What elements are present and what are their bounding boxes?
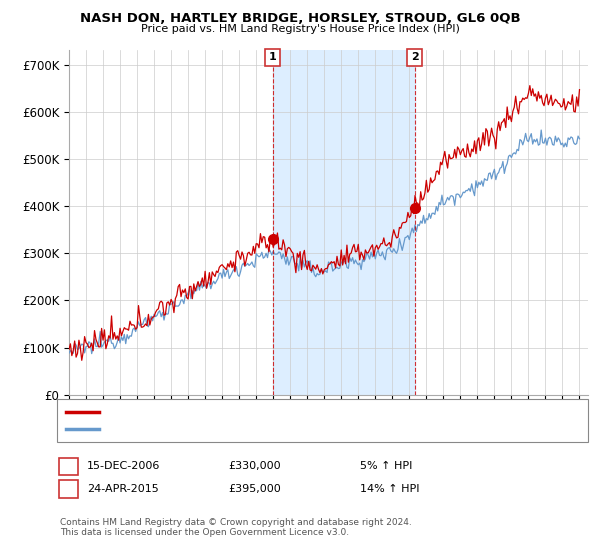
Text: 24-APR-2015: 24-APR-2015: [87, 484, 159, 494]
Text: NASH DON, HARTLEY BRIDGE, HORSLEY, STROUD, GL6 0QB: NASH DON, HARTLEY BRIDGE, HORSLEY, STROU…: [80, 12, 520, 25]
Text: 14% ↑ HPI: 14% ↑ HPI: [360, 484, 419, 494]
Text: 15-DEC-2006: 15-DEC-2006: [87, 461, 160, 472]
Text: HPI: Average price, detached house, Stroud: HPI: Average price, detached house, Stro…: [105, 424, 332, 434]
Text: 1: 1: [65, 461, 72, 472]
Text: Price paid vs. HM Land Registry's House Price Index (HPI): Price paid vs. HM Land Registry's House …: [140, 24, 460, 34]
Bar: [272, 50, 415, 395]
Text: NASH DON, HARTLEY BRIDGE, HORSLEY, STROUD, GL6 0QB (detached house): NASH DON, HARTLEY BRIDGE, HORSLEY, STROU…: [105, 407, 509, 417]
Text: 5% ↑ HPI: 5% ↑ HPI: [360, 461, 412, 472]
Text: £395,000: £395,000: [228, 484, 281, 494]
Text: 1: 1: [269, 53, 277, 63]
Text: £330,000: £330,000: [228, 461, 281, 472]
Text: Contains HM Land Registry data © Crown copyright and database right 2024.
This d: Contains HM Land Registry data © Crown c…: [60, 518, 412, 538]
Text: 2: 2: [65, 484, 72, 494]
Text: 2: 2: [411, 53, 418, 63]
